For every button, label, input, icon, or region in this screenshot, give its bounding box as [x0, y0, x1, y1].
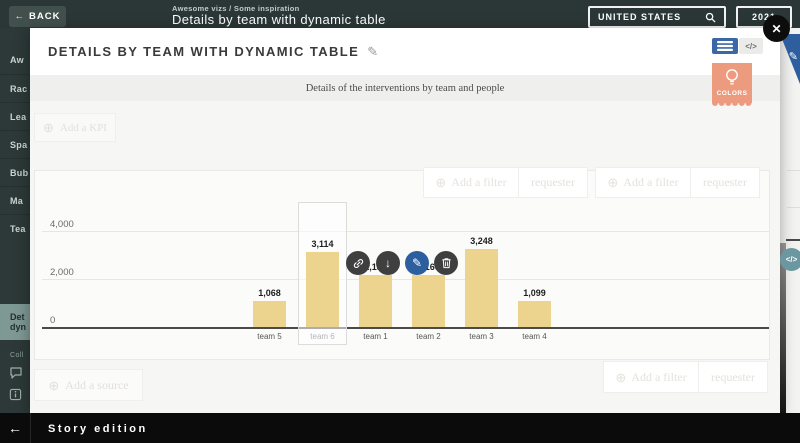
add-source-button[interactable]: ⊕ Add a source	[34, 369, 143, 401]
left-sidebar: Aw Rac Lea Spa Bub Ma Tea Det dyn Coll	[0, 28, 30, 413]
strip-axis-line	[786, 239, 800, 241]
rows-icon	[717, 41, 733, 51]
y-tick-label: 0	[50, 315, 56, 326]
page-title: Details by team with dynamic table	[172, 12, 386, 27]
sidebar-item-5[interactable]: Ma	[0, 186, 30, 214]
code-side-button[interactable]: </>	[780, 248, 800, 271]
story-edition-label: Story edition	[48, 423, 148, 435]
bar-value-label: 1,099	[523, 288, 546, 298]
down-arrow-icon: ↓	[385, 256, 391, 270]
pencil-icon: ✎	[788, 51, 798, 63]
bar-team-5[interactable]	[253, 301, 286, 327]
modal-header: DETAILS BY TEAM WITH DYNAMIC TABLE ✎ </>	[30, 28, 780, 75]
bar-value-label: 2,183	[364, 262, 387, 272]
sidebar-active-line2: dyn	[10, 322, 27, 332]
x-axis-line	[42, 327, 769, 329]
bar-team-6[interactable]	[306, 252, 339, 327]
widget-edit-modal: DETAILS BY TEAM WITH DYNAMIC TABLE ✎ </> …	[30, 28, 780, 413]
back-arrow-icon: ←	[14, 11, 26, 22]
plus-icon: ⊕	[607, 175, 619, 190]
modal-edge-shadow	[780, 243, 786, 413]
x-tick-label: team 1	[363, 332, 388, 341]
sidebar-item-6[interactable]: Tea	[0, 214, 30, 242]
strip-line	[787, 170, 800, 171]
sidebar-active-line1: Det	[10, 312, 25, 322]
edit-icon-button[interactable]: ✎	[405, 251, 429, 275]
bar-value-label: 3,248	[470, 236, 493, 246]
widget-subtitle: Details of the interventions by team and…	[305, 82, 505, 94]
sidebar-item-1[interactable]: Rac	[0, 74, 30, 102]
filter-value-requester[interactable]: requester	[691, 167, 760, 198]
gridline-2000	[42, 279, 769, 280]
filter-group-top-1: ⊕ Add a filter requester	[423, 167, 588, 198]
sidebar-item-4[interactable]: Bub	[0, 158, 30, 186]
footer-back-arrow[interactable]: ←	[0, 413, 31, 443]
breadcrumb: Awesome vizs / Some inspiration	[172, 4, 300, 13]
country-filter-value: UNITED STATES	[598, 12, 682, 22]
add-filter-button[interactable]: ⊕ Add a filter	[423, 167, 519, 198]
code-view-button[interactable]: </>	[739, 38, 763, 54]
subtitle-band: Details of the interventions by team and…	[30, 75, 780, 101]
delete-icon-button[interactable]	[434, 251, 458, 275]
back-button[interactable]: ← BACK	[9, 6, 66, 27]
sidebar-item-active[interactable]: Det dyn	[0, 304, 30, 340]
info-icon[interactable]	[9, 388, 23, 402]
x-tick-label: team 5	[257, 332, 282, 341]
plus-icon: ⊕	[48, 377, 60, 393]
chat-icon[interactable]	[9, 366, 23, 380]
filter-value-requester[interactable]: requester	[519, 167, 588, 198]
sidebar-item-0[interactable]: Aw	[10, 55, 24, 65]
code-icon: </>	[745, 41, 757, 51]
filter-group-bottom: ⊕ Add a filter requester	[603, 361, 768, 393]
bar-team-3[interactable]	[465, 249, 498, 327]
x-tick-label: team 2	[416, 332, 441, 341]
colors-badge-scallop	[712, 103, 752, 108]
pencil-icon: ✎	[411, 256, 423, 270]
y-tick-label: 2,000	[50, 267, 74, 278]
x-tick-label: team 3	[469, 332, 494, 341]
colors-badge[interactable]: COLORS	[712, 63, 752, 103]
plus-icon: ⊕	[435, 175, 447, 190]
edit-title-pencil-icon[interactable]: ✎	[367, 44, 380, 59]
plus-icon: ⊕	[615, 369, 627, 385]
rows-view-button[interactable]	[712, 38, 738, 54]
sidebar-section-label: Coll	[10, 352, 24, 359]
close-icon[interactable]: ✕	[763, 15, 790, 42]
modal-title: DETAILS BY TEAM WITH DYNAMIC TABLE ✎	[48, 44, 380, 59]
filter-group-top-2: ⊕ Add a filter requester	[595, 167, 760, 198]
y-tick-label: 4,000	[50, 219, 74, 230]
bar-value-label: 3,114	[311, 239, 334, 249]
back-label: BACK	[29, 11, 61, 22]
story-edition-bar: ← Story edition	[0, 413, 800, 443]
filter-value-requester[interactable]: requester	[699, 361, 768, 393]
download-icon-button[interactable]: ↓	[376, 251, 400, 275]
top-bar: ← BACK Awesome vizs / Some inspiration D…	[0, 0, 800, 28]
plus-icon: ⊕	[43, 120, 54, 135]
gridline-4000	[42, 231, 769, 232]
link-icon-button[interactable]	[346, 251, 370, 275]
search-icon	[705, 12, 716, 23]
year-filter-value: 2021	[751, 12, 777, 22]
x-tick-label: team 4	[522, 332, 547, 341]
bar-value-label: 1,068	[258, 288, 281, 298]
add-filter-button[interactable]: ⊕ Add a filter	[595, 167, 691, 198]
country-filter-input[interactable]: UNITED STATES	[588, 6, 726, 28]
bar-team-1[interactable]	[359, 275, 392, 327]
bar-team-4[interactable]	[518, 301, 551, 327]
lightbulb-icon	[723, 67, 741, 89]
add-filter-button[interactable]: ⊕ Add a filter	[603, 361, 699, 393]
colors-badge-label: COLORS	[716, 90, 748, 97]
sidebar-item-3[interactable]: Spa	[0, 130, 30, 158]
strip-line	[787, 207, 800, 208]
add-kpi-button[interactable]: ⊕ Add a KPI	[34, 113, 116, 142]
sidebar-item-2[interactable]: Lea	[0, 102, 30, 130]
bar-value-label: 2,166	[417, 262, 440, 272]
bar-team-2[interactable]	[412, 275, 445, 327]
